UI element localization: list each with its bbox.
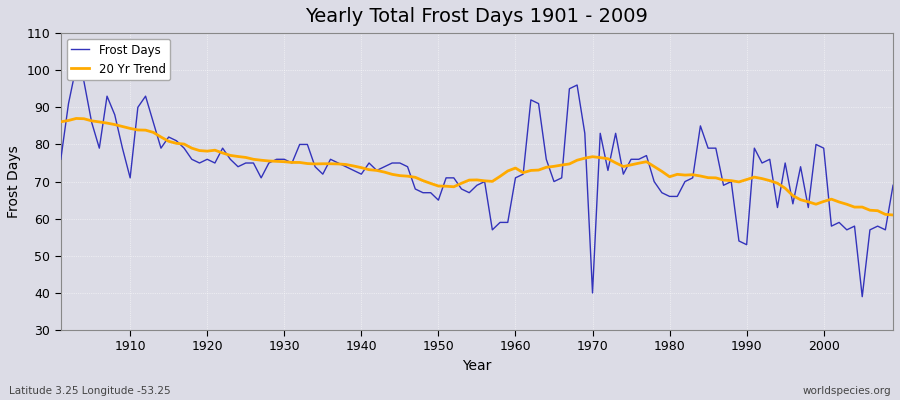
Frost Days [56,157,67,162]
20 Yr Trend [294,160,305,165]
Frost Days [340,164,351,169]
Frost Days [610,131,621,136]
20 Yr Trend [510,166,521,170]
Frost Days [887,183,898,188]
Text: Latitude 3.25 Longitude -53.25: Latitude 3.25 Longitude -53.25 [9,386,171,396]
20 Yr Trend [125,126,136,131]
20 Yr Trend [610,160,621,165]
20 Yr Trend [887,212,898,217]
Y-axis label: Frost Days: Frost Days [7,145,21,218]
Frost Days [294,142,305,147]
Title: Yearly Total Frost Days 1901 - 2009: Yearly Total Frost Days 1901 - 2009 [305,7,648,26]
Frost Days [71,64,82,69]
20 Yr Trend [518,170,528,175]
Frost Days [518,172,528,176]
20 Yr Trend [340,162,351,167]
20 Yr Trend [56,119,67,124]
20 Yr Trend [71,116,82,121]
Frost Days [857,294,868,299]
Line: 20 Yr Trend: 20 Yr Trend [61,118,893,215]
X-axis label: Year: Year [463,359,491,373]
Frost Days [510,176,521,180]
Frost Days [125,176,136,180]
Legend: Frost Days, 20 Yr Trend: Frost Days, 20 Yr Trend [67,39,170,80]
Line: Frost Days: Frost Days [61,66,893,297]
Text: worldspecies.org: worldspecies.org [803,386,891,396]
